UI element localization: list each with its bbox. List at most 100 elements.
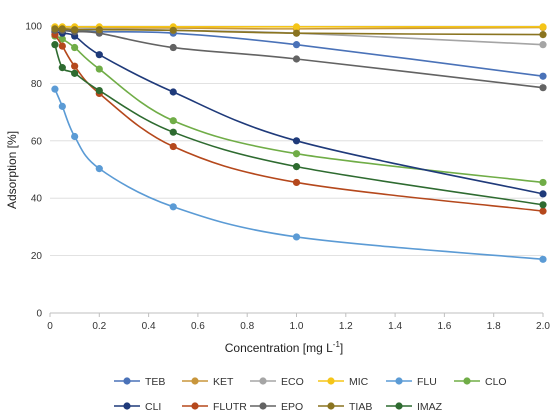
legend-swatch-marker <box>259 402 267 410</box>
series-line-cli <box>54 30 544 195</box>
data-point-clo-4 <box>169 117 177 125</box>
legend-item-flutr: FLUTR <box>182 401 247 413</box>
legend-item-tiab: TIAB <box>318 401 372 413</box>
data-point-epo-6 <box>539 84 547 92</box>
data-point-cli-5 <box>292 137 301 145</box>
legend-swatch-marker <box>191 402 199 410</box>
x-axis-title-main: Concentration [mg L <box>225 341 333 355</box>
y-tick-label-100: 100 <box>25 22 42 33</box>
data-point-flutr-6 <box>539 207 547 215</box>
legend-swatch-marker <box>395 377 403 385</box>
x-tick-label-1-4: 1.4 <box>388 321 402 332</box>
data-point-teb-5 <box>292 41 301 49</box>
data-point-tiab-1 <box>58 25 66 33</box>
data-point-tiab-4 <box>169 26 177 34</box>
legend-label: FLUTR <box>213 401 247 413</box>
data-point-epo-5 <box>292 55 301 63</box>
data-point-clo-5 <box>292 150 301 158</box>
data-point-imaz-2 <box>71 69 79 77</box>
legend-swatch-marker <box>327 377 335 385</box>
legend-item-ket: KET <box>182 376 234 388</box>
legend-item-cli: CLI <box>114 401 161 413</box>
legend-item-epo: EPO <box>250 401 303 413</box>
legend-item-imaz: IMAZ <box>386 401 443 413</box>
data-point-clo-3 <box>95 65 103 73</box>
x-tick-label-2-0: 2.0 <box>536 321 550 332</box>
legend-swatch-marker <box>123 402 131 410</box>
data-point-epo-4 <box>169 43 177 52</box>
legend-item-clo: CLO <box>454 376 507 388</box>
axes <box>49 312 544 317</box>
series-line-flu <box>54 88 544 261</box>
x-tick-label-1-6: 1.6 <box>437 321 451 332</box>
legend-item-mic: MIC <box>318 376 369 388</box>
series-flu <box>51 85 547 263</box>
data-point-imaz-5 <box>292 163 301 171</box>
data-point-tiab-0 <box>51 25 59 33</box>
series-line-teb <box>54 27 544 78</box>
legend-item-teb: TEB <box>114 376 165 388</box>
data-point-tiab-2 <box>71 26 79 34</box>
data-point-tiab-6 <box>539 31 547 39</box>
y-tick-label-20: 20 <box>31 251 43 262</box>
x-tick-label-0-6: 0.6 <box>191 321 205 332</box>
data-point-cli-3 <box>95 51 103 59</box>
x-tick-label-1-0: 1.0 <box>290 321 304 332</box>
data-point-tiab-5 <box>292 29 301 37</box>
x-axis-title-end: ] <box>340 341 343 355</box>
x-tick-label-0-2: 0.2 <box>92 321 106 332</box>
series-epo <box>51 26 547 92</box>
legend-swatch-marker <box>463 377 471 385</box>
tick-labels: 0 20 40 60 80 100 0 0.2 0.4 0.6 0.8 1.0 1.2 1.4 1.6 1.8… <box>25 22 550 333</box>
data-point-flu-1 <box>58 102 66 110</box>
y-tick-label-40: 40 <box>31 194 43 205</box>
data-point-mic-5 <box>292 23 301 31</box>
data-point-eco-6 <box>539 41 547 49</box>
data-point-flutr-4 <box>169 142 177 151</box>
data-point-clo-1 <box>58 35 66 43</box>
data-point-imaz-0 <box>51 41 59 49</box>
data-point-imaz-6 <box>539 201 547 209</box>
data-point-clo-2 <box>71 43 79 52</box>
data-point-flu-4 <box>169 203 177 211</box>
legend-label: CLI <box>145 401 161 413</box>
data-point-flu-5 <box>292 233 301 241</box>
x-tick-label-0: 0 <box>47 321 53 332</box>
series-imaz <box>51 41 547 209</box>
legend-label: ECO <box>281 376 304 388</box>
legend-label: TEB <box>145 376 165 388</box>
x-tick-label-1-8: 1.8 <box>487 321 501 332</box>
series-group <box>51 23 547 263</box>
data-point-cli-4 <box>169 88 177 96</box>
y-tick-label-80: 80 <box>31 79 43 90</box>
x-tick-label-1-2: 1.2 <box>339 321 353 332</box>
data-point-flutr-5 <box>292 178 301 187</box>
data-point-flutr-2 <box>71 62 79 70</box>
legend-label: KET <box>213 376 234 388</box>
data-point-flu-0 <box>51 85 59 93</box>
legend-label: IMAZ <box>417 401 443 413</box>
x-axis-title-sup: -1 <box>333 340 341 349</box>
data-point-tiab-3 <box>95 26 103 34</box>
legend-swatch-marker <box>259 377 267 385</box>
data-point-imaz-1 <box>58 64 66 72</box>
series-flutr <box>51 31 547 215</box>
data-point-mic-6 <box>539 23 547 31</box>
data-point-teb-6 <box>539 72 547 80</box>
legend-item-flu: FLU <box>386 376 437 388</box>
y-tick-label-0: 0 <box>36 309 42 320</box>
legend-swatch-marker <box>123 377 131 385</box>
x-tick-label-0-4: 0.4 <box>142 321 156 332</box>
legend-swatch-marker <box>395 402 403 410</box>
y-axis-title: Adsorption [%] <box>5 131 19 209</box>
data-point-clo-6 <box>539 178 547 187</box>
series-cli <box>51 28 547 198</box>
series-clo <box>51 32 547 187</box>
series-tiab <box>51 25 547 39</box>
data-point-imaz-3 <box>95 86 103 95</box>
x-tick-label-0-8: 0.8 <box>240 321 254 332</box>
legend-label: EPO <box>281 401 303 413</box>
legend-label: MIC <box>349 376 369 388</box>
y-tick-label-60: 60 <box>31 136 43 147</box>
